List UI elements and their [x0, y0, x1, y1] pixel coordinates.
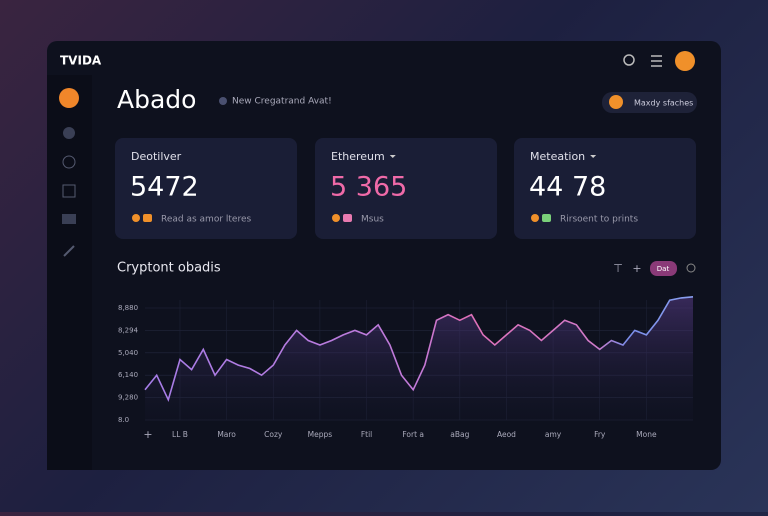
nav-icon[interactable] — [63, 127, 75, 139]
y-tick-label: 8,880 — [118, 304, 138, 312]
x-tick-label: Mone — [636, 430, 657, 439]
card-value: 44 78 — [529, 172, 606, 203]
card-icon — [143, 214, 152, 222]
card-value: 5 365 — [330, 172, 407, 203]
x-tick-label: Aeod — [497, 430, 516, 439]
avatar[interactable] — [675, 51, 695, 71]
card-icon — [343, 214, 352, 222]
dropdown-caret — [590, 155, 597, 158]
card-footer: Msus — [361, 215, 384, 225]
x-tick-label: LL B — [172, 430, 188, 439]
x-tick-label: Maro — [217, 430, 236, 439]
pill-label: Dat — [657, 265, 670, 273]
card-footer: Read as amor lteres — [161, 215, 251, 225]
status-dot — [219, 97, 227, 105]
card-label: Meteation — [530, 150, 585, 163]
y-tick-label: 9,280 — [118, 394, 138, 402]
dropdown-caret — [389, 155, 396, 158]
card-icon — [132, 214, 140, 222]
card-icon — [531, 214, 539, 222]
nav-icon[interactable] — [62, 214, 76, 224]
x-tick-label: Cozy — [264, 430, 283, 439]
menu-icon[interactable] — [651, 55, 662, 67]
card-value: 5472 — [130, 172, 199, 203]
x-tick-label: Ftil — [361, 430, 372, 439]
button-label: Maxdy sfaches — [634, 99, 693, 108]
card-icon — [332, 214, 340, 222]
tool-icon[interactable] — [686, 263, 696, 273]
x-tick-label: amy — [545, 430, 562, 439]
section-title: Cryptont obadis — [117, 261, 221, 276]
y-tick-label: 8.0 — [118, 416, 129, 424]
x-tick-label: Fort a — [402, 430, 424, 439]
nav-icon[interactable] — [62, 184, 76, 198]
subtitle: New Cregatrand Avat! — [232, 97, 332, 107]
logo: TVIDA — [60, 54, 102, 68]
y-tick-label: 6,140 — [118, 371, 138, 379]
nav-home[interactable] — [59, 88, 79, 108]
line — [144, 296, 694, 403]
card-label: Deotilver — [131, 150, 182, 163]
action-button[interactable] — [602, 92, 697, 113]
page-title: Abado — [117, 85, 196, 114]
y-tick-label: 5,040 — [118, 349, 138, 357]
nav-icon[interactable] — [62, 155, 76, 169]
x-tick-label: Fry — [594, 430, 606, 439]
stat-card[interactable] — [115, 138, 297, 239]
search-icon[interactable] — [623, 54, 635, 66]
card-icon — [542, 214, 551, 222]
axis-icon: + — [143, 428, 152, 441]
card-footer: Rirsoent to prints — [560, 215, 638, 225]
stat-card[interactable] — [315, 138, 497, 239]
card-label: Ethereum — [331, 150, 385, 163]
stat-card[interactable] — [514, 138, 696, 239]
tool-icon[interactable]: ⊤ — [613, 262, 623, 275]
pill-button[interactable] — [650, 261, 677, 276]
button-icon — [609, 95, 623, 109]
y-tick-label: 8,294 — [118, 326, 139, 334]
sidebar — [47, 75, 92, 470]
nav-icon[interactable] — [63, 245, 75, 257]
area — [145, 296, 693, 420]
x-tick-label: Mepps — [308, 430, 333, 439]
x-tick-label: aBag — [450, 430, 469, 439]
tool-icon[interactable]: + — [632, 262, 641, 275]
